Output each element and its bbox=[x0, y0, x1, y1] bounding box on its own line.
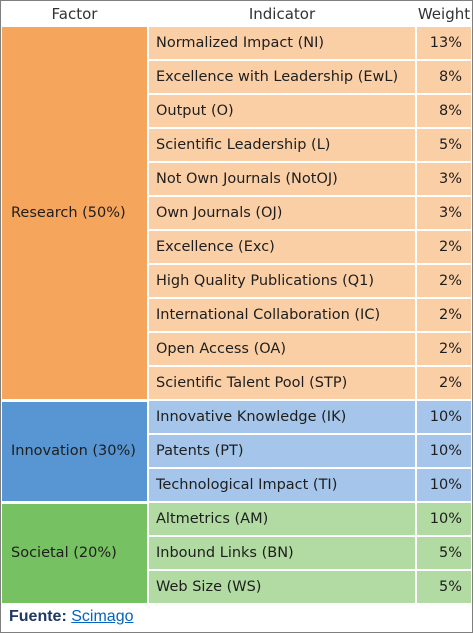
weight-cell: 10% bbox=[415, 468, 471, 503]
indicator-cell: Excellence with Leadership (EwL) bbox=[147, 60, 416, 95]
table-row: Excellence with Leadership (EwL) 8% bbox=[2, 60, 471, 95]
weight-cell: 5% bbox=[415, 128, 471, 163]
weight-cell: 5% bbox=[415, 570, 471, 605]
table-row: Not Own Journals (NotOJ) 3% bbox=[2, 162, 471, 197]
table-row: Societal (20%) Altmetrics (AM) 10% bbox=[2, 502, 471, 606]
weight-cell: 2% bbox=[415, 298, 471, 333]
indicator-cell: International Collaboration (IC) bbox=[147, 298, 416, 333]
table-row: International Collaboration (IC) 2% bbox=[2, 298, 471, 333]
source-caption: Fuente: Scimago bbox=[9, 608, 133, 626]
indicator-cell: Own Journals (OJ) bbox=[147, 196, 416, 231]
table-row: Patents (PT) 10% bbox=[2, 434, 471, 469]
indicator-cell: Scientific Talent Pool (STP) bbox=[147, 366, 416, 401]
header-row: Factor Indicator Weight bbox=[2, 1, 471, 27]
indicator-cell: Patents (PT) bbox=[147, 434, 416, 469]
weight-cell: 5% bbox=[415, 536, 471, 571]
table-row: Excellence (Exc) 2% bbox=[2, 230, 471, 265]
indicator-cell: Scientific Leadership (L) bbox=[147, 128, 416, 163]
indicator-cell: Output (O) bbox=[147, 94, 416, 129]
table-row: Innovation (30%) Innovative Knowledge (I… bbox=[2, 400, 471, 504]
source-link[interactable]: Scimago bbox=[71, 608, 134, 625]
weight-cell: 3% bbox=[415, 162, 471, 197]
weight-cell: 8% bbox=[415, 60, 471, 95]
indicator-cell: Not Own Journals (NotOJ) bbox=[147, 162, 416, 197]
weight-cell: 8% bbox=[415, 94, 471, 129]
table-row: Web Size (WS) 5% bbox=[2, 570, 471, 605]
indicator-cell: Web Size (WS) bbox=[147, 570, 416, 605]
indicator-cell: Excellence (Exc) bbox=[147, 230, 416, 265]
weight-cell: 10% bbox=[415, 400, 471, 435]
weight-header: Weight bbox=[415, 1, 471, 27]
table-row: Output (O) 8% bbox=[2, 94, 471, 129]
weight-cell: 10% bbox=[415, 502, 471, 537]
weights-table: Factor Indicator Weight Research (50%) N… bbox=[2, 1, 471, 606]
weight-cell: 3% bbox=[415, 196, 471, 231]
weight-cell: 2% bbox=[415, 230, 471, 265]
table-row: Own Journals (OJ) 3% bbox=[2, 196, 471, 231]
table-row: Research (50%) Normalized Impact (NI) 13… bbox=[2, 26, 471, 402]
table-row: High Quality Publications (Q1) 2% bbox=[2, 264, 471, 299]
table-row: Scientific Talent Pool (STP) 2% bbox=[2, 366, 471, 401]
indicator-cell: Technological Impact (TI) bbox=[147, 468, 416, 503]
indicator-cell: Normalized Impact (NI) bbox=[147, 26, 416, 61]
factor-header: Factor bbox=[2, 1, 148, 27]
source-label: Fuente: bbox=[9, 608, 67, 625]
factor-cell-research: Research (50%) bbox=[2, 26, 148, 402]
indicator-cell: Open Access (OA) bbox=[147, 332, 416, 367]
factor-cell-innovation: Innovation (30%) bbox=[2, 400, 148, 504]
weight-cell: 2% bbox=[415, 366, 471, 401]
indicator-cell: High Quality Publications (Q1) bbox=[147, 264, 416, 299]
weight-cell: 2% bbox=[415, 264, 471, 299]
indicator-cell: Altmetrics (AM) bbox=[147, 502, 416, 537]
weight-cell: 2% bbox=[415, 332, 471, 367]
indicator-cell: Innovative Knowledge (IK) bbox=[147, 400, 416, 435]
table-row: Open Access (OA) 2% bbox=[2, 332, 471, 367]
weight-cell: 10% bbox=[415, 434, 471, 469]
weight-cell: 13% bbox=[415, 26, 471, 61]
table-row: Inbound Links (BN) 5% bbox=[2, 536, 471, 571]
indicator-header: Indicator bbox=[147, 1, 416, 27]
indicator-cell: Inbound Links (BN) bbox=[147, 536, 416, 571]
factor-cell-societal: Societal (20%) bbox=[2, 502, 148, 606]
table-row: Technological Impact (TI) 10% bbox=[2, 468, 471, 503]
table-row: Scientific Leadership (L) 5% bbox=[2, 128, 471, 163]
